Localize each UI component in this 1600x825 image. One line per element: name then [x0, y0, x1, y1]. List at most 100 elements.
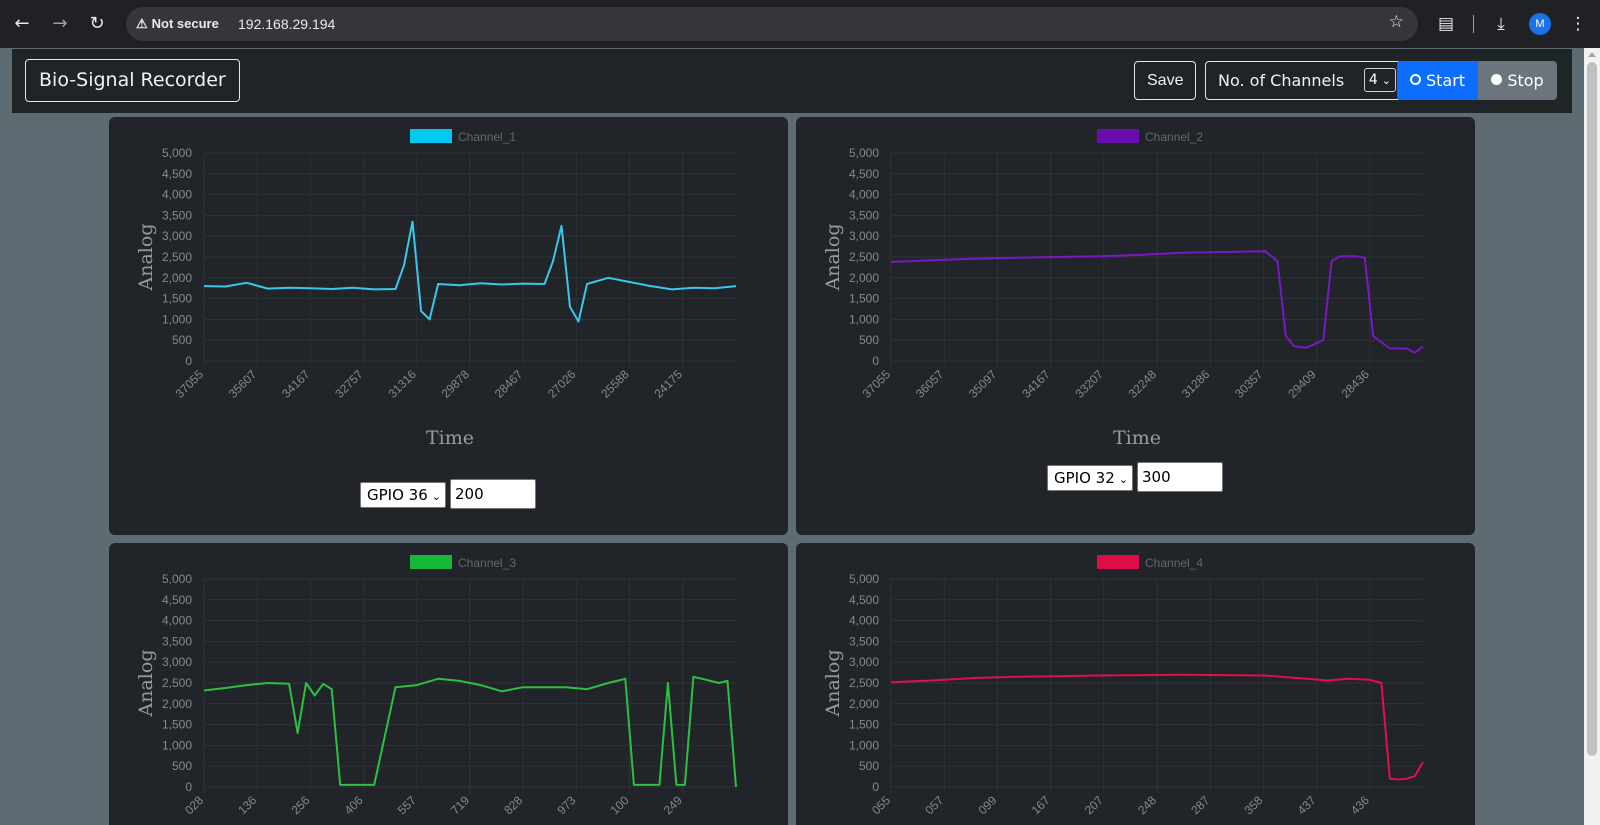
chart-card-3: Channel_3 5,000 4,500 4,000 3,500 3,000 2,500 2…	[109, 543, 788, 825]
x-tick-label: 136	[235, 793, 259, 817]
y-tick-label: 4,500	[162, 167, 192, 181]
back-icon[interactable]: ←	[14, 13, 30, 34]
x-tick-label: 28467	[492, 367, 526, 401]
threshold-input-1[interactable]: 200	[450, 479, 536, 509]
x-tick-label: 973	[554, 793, 578, 817]
warning-icon: ⚠	[136, 16, 148, 31]
stop-button[interactable]: Stop	[1478, 61, 1557, 100]
chart-card-2: Channel_2 5,000 4,500 4,000 3,500 3,000 2,500 2…	[796, 117, 1475, 535]
y-tick-label: 500	[859, 759, 879, 773]
x-tick-label: 249	[661, 793, 685, 817]
bookmark-star-icon[interactable]: ☆	[1388, 12, 1404, 32]
x-tick-label: 35097	[966, 367, 1000, 401]
y-tick-label: 0	[872, 354, 879, 368]
chevron-down-icon: ⌄	[1118, 473, 1128, 486]
y-tick-label: 4,500	[849, 593, 879, 607]
y-tick-label: 4,500	[162, 593, 192, 607]
scroll-thumb[interactable]	[1587, 62, 1597, 756]
save-button[interactable]: Save	[1134, 61, 1197, 100]
x-tick-label: 057	[922, 793, 946, 817]
threshold-input-2[interactable]: 300	[1137, 462, 1223, 492]
x-tick-label: 29878	[439, 367, 473, 401]
chart-1-svg: Channel_1 5,000 4,500 4,000 3,500 3,000 2,500 2…	[135, 129, 737, 449]
channels-label: No. of Channels	[1218, 71, 1345, 90]
x-tick-label: 358	[1241, 793, 1265, 817]
toolbar-divider	[1473, 15, 1474, 33]
x-tick-label: 31316	[385, 367, 419, 401]
x-tick-label: 31286	[1179, 367, 1213, 401]
y-tick-label: 0	[185, 780, 192, 794]
channels-control: No. of Channels 4 ⌄	[1205, 61, 1401, 100]
x-tick-label: 32757	[332, 367, 366, 401]
x-tick-label: 37055	[860, 367, 894, 401]
chart-4-svg: Channel_4 5,000 4,500 4,000 3,500 3,000 2,500 2…	[822, 555, 1424, 817]
y-tick-label: 1,500	[162, 292, 192, 306]
y-tick-label: 4,000	[162, 188, 192, 202]
chart-3-svg: Channel_3 5,000 4,500 4,000 3,500 3,000 2,500 2…	[135, 555, 737, 817]
menu-kebab-icon[interactable]: ⋮	[1569, 14, 1587, 34]
chart-card-1: Channel_1 5,000 4,500 4,000 3,500 3,000 2,500 2…	[109, 117, 788, 535]
y-tick-label: 1,000	[849, 738, 879, 752]
x-tick-label: 32248	[1126, 367, 1160, 401]
legend-swatch	[410, 129, 452, 143]
x-tick-label: 36057	[913, 367, 947, 401]
y-tick-label: 3,500	[849, 634, 879, 648]
security-indicator[interactable]: ⚠ Not secure	[136, 14, 219, 34]
url-text[interactable]: 192.168.29.194	[238, 16, 336, 32]
legend-swatch	[410, 555, 452, 569]
y-tick-label: 2,000	[849, 271, 879, 285]
legend-swatch	[1097, 555, 1139, 569]
x-axis-label: Time	[426, 427, 474, 449]
legend-label: Channel_1	[458, 130, 516, 144]
y-tick-label: 3,000	[162, 655, 192, 669]
y-tick-label: 2,000	[849, 697, 879, 711]
x-axis-label: Time	[1113, 427, 1161, 449]
y-tick-label: 500	[172, 759, 192, 773]
x-tick-label: 828	[501, 793, 525, 817]
y-tick-label: 3,500	[162, 634, 192, 648]
x-tick-label: 557	[395, 793, 419, 817]
x-tick-label: 436	[1348, 793, 1372, 817]
x-tick-label: 30357	[1232, 367, 1266, 401]
scroll-up-icon[interactable]	[1588, 52, 1596, 57]
x-tick-label: 028	[182, 793, 206, 817]
channels-select[interactable]: 4 ⌄	[1363, 68, 1396, 92]
chart-2-svg: Channel_2 5,000 4,500 4,000 3,500 3,000 2,500 2…	[822, 129, 1424, 449]
y-tick-label: 0	[185, 354, 192, 368]
x-tick-label: 055	[869, 793, 893, 817]
start-button[interactable]: Start	[1397, 61, 1478, 100]
y-axis-label: Analog	[135, 650, 157, 718]
y-tick-label: 1,500	[849, 718, 879, 732]
y-tick-label: 500	[172, 333, 192, 347]
x-tick-label: 35607	[226, 367, 260, 401]
legend-label: Channel_3	[458, 556, 516, 570]
y-tick-label: 1,500	[162, 718, 192, 732]
y-tick-label: 1,000	[162, 738, 192, 752]
x-tick-label: 256	[288, 793, 312, 817]
browser-toolbar: ← → ↻ ⚠ Not secure 192.168.29.194 ☆ ▤ ⤓ …	[0, 0, 1600, 48]
x-tick-label: 28436	[1338, 367, 1372, 401]
app-title[interactable]: Bio-Signal Recorder	[25, 59, 240, 102]
reload-icon[interactable]: ↻	[89, 13, 105, 34]
chevron-down-icon: ⌄	[431, 490, 441, 503]
legend-label: Channel_2	[1145, 130, 1203, 144]
x-tick-label: 37055	[173, 367, 207, 401]
page-scrollbar[interactable]	[1584, 48, 1600, 825]
gpio-select-1[interactable]: GPIO 36 ⌄	[360, 482, 446, 508]
series-line	[890, 250, 1424, 354]
gpio-select-2[interactable]: GPIO 32 ⌄	[1047, 465, 1133, 491]
address-bar[interactable]: ⚠ Not secure 192.168.29.194 ☆	[126, 7, 1418, 41]
profile-avatar[interactable]: M	[1529, 13, 1551, 35]
chart-card-4: Channel_4 5,000 4,500 4,000 3,500 3,000 2,500 2…	[796, 543, 1475, 825]
x-tick-label: 167	[1029, 793, 1053, 817]
series-line	[203, 675, 737, 788]
download-icon[interactable]: ⤓	[1497, 14, 1505, 34]
y-axis-label: Analog	[135, 224, 157, 292]
radio-empty-icon	[1409, 74, 1421, 85]
x-tick-label: 27026	[545, 367, 579, 401]
x-tick-label: 248	[1135, 793, 1159, 817]
x-tick-label: 100	[608, 793, 632, 817]
forward-icon[interactable]: →	[52, 13, 68, 34]
start-stop-toggle: Start Stop	[1397, 61, 1557, 100]
extensions-icon[interactable]: ▤	[1437, 14, 1455, 34]
